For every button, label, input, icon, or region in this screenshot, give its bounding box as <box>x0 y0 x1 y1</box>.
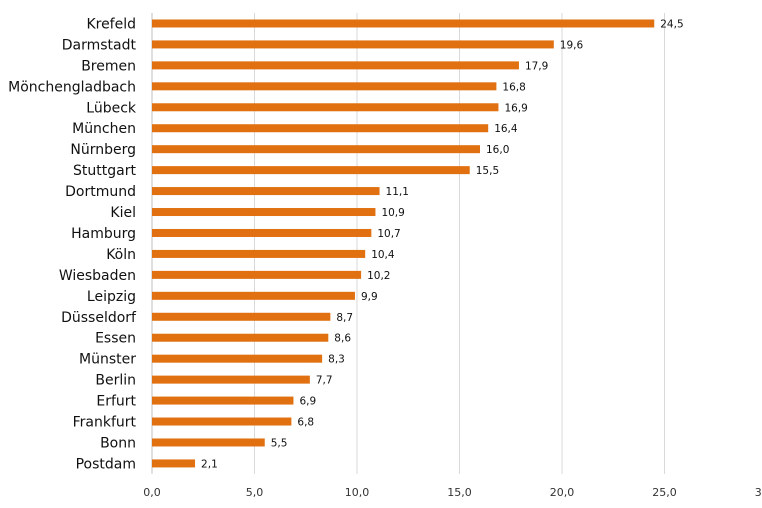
x-tick-label-0: 0,0 <box>143 486 161 499</box>
value-label-8: 11,1 <box>386 186 409 198</box>
bar-16 <box>152 354 323 363</box>
x-tick-label-5: 25,0 <box>652 486 677 499</box>
value-label-17: 7,7 <box>316 375 333 387</box>
value-label-0: 24,5 <box>660 18 683 30</box>
bar-4 <box>152 103 499 112</box>
value-label-4: 16,9 <box>504 102 527 114</box>
bar-7 <box>152 166 470 175</box>
bar-5 <box>152 124 489 133</box>
category-labels: Krefeld Darmstadt Bremen Mönchengladbach Lüb… <box>8 16 137 472</box>
bar-3 <box>152 82 497 91</box>
value-label-6: 16,0 <box>486 144 509 156</box>
bar-11 <box>152 249 366 258</box>
x-tick-label-1: 5,0 <box>246 486 264 499</box>
category-label-16: Münster <box>79 352 136 368</box>
value-label-18: 6,9 <box>299 396 316 408</box>
value-label-21: 2,1 <box>201 458 218 470</box>
value-label-1: 19,6 <box>560 39 584 51</box>
x-tick-label-3: 15,0 <box>447 486 472 499</box>
value-label-11: 10,4 <box>371 249 395 261</box>
bar-18 <box>152 396 294 405</box>
category-label-13: Leipzig <box>87 289 136 305</box>
bar-0 <box>152 19 655 28</box>
category-label-14: Düsseldorf <box>61 310 137 326</box>
value-label-7: 15,5 <box>476 165 499 177</box>
bars <box>152 19 655 468</box>
value-label-12: 10,2 <box>367 270 390 282</box>
x-tick-label-4: 20,0 <box>550 486 575 499</box>
bar-21 <box>152 459 196 468</box>
category-label-3: Mönchengladbach <box>8 79 136 95</box>
bar-9 <box>152 208 376 217</box>
category-label-5: München <box>72 121 136 137</box>
x-tick-label-2: 10,0 <box>345 486 370 499</box>
value-label-5: 16,4 <box>494 123 518 135</box>
value-label-2: 17,9 <box>525 60 548 72</box>
bar-1 <box>152 40 554 49</box>
bar-12 <box>152 270 362 279</box>
category-label-7: Stuttgart <box>73 163 136 179</box>
gridlines <box>151 13 665 474</box>
category-label-12: Wiesbaden <box>59 268 136 284</box>
category-label-0: Krefeld <box>86 16 136 32</box>
bar-15 <box>152 333 329 342</box>
category-label-8: Dortmund <box>65 184 136 200</box>
value-label-16: 8,3 <box>328 354 345 366</box>
value-label-9: 10,9 <box>381 207 404 219</box>
category-label-11: Köln <box>106 247 136 263</box>
category-label-15: Essen <box>95 331 136 347</box>
value-label-10: 10,7 <box>377 228 400 240</box>
bar-2 <box>152 61 519 70</box>
bar-10 <box>152 228 372 237</box>
value-label-13: 9,9 <box>361 291 378 303</box>
x-tick-label-6: 30,0 <box>755 486 762 499</box>
value-label-14: 8,7 <box>336 312 353 324</box>
category-label-1: Darmstadt <box>62 37 137 53</box>
category-label-2: Bremen <box>81 58 136 74</box>
category-label-19: Frankfurt <box>73 415 137 431</box>
value-label-20: 5,5 <box>271 437 288 449</box>
value-label-19: 6,8 <box>297 417 314 429</box>
category-label-18: Erfurt <box>96 394 136 410</box>
bar-19 <box>152 417 292 426</box>
bar-14 <box>152 312 331 321</box>
value-label-15: 8,6 <box>334 333 351 345</box>
category-label-9: Kiel <box>110 205 136 221</box>
bar-17 <box>152 375 310 384</box>
value-labels: 24,5 19,6 17,916,8 16,9 16,4 16,0 15,5 11,1 10,9… <box>201 18 684 470</box>
bar-20 <box>152 438 265 447</box>
bar-13 <box>152 291 355 300</box>
category-label-17: Berlin <box>95 373 136 389</box>
category-label-21: Postdam <box>76 456 136 472</box>
bar-8 <box>152 187 380 196</box>
category-label-20: Bonn <box>100 435 136 451</box>
category-label-4: Lübeck <box>86 100 137 116</box>
x-axis-tick-labels: 0,0 5,0 10,0 15,0 20,0 25,0 30,0 <box>143 486 762 499</box>
value-label-3: 16,8 <box>502 81 525 93</box>
bar-6 <box>152 145 480 154</box>
category-label-6: Nürnberg <box>70 142 136 158</box>
category-label-10: Hamburg <box>71 226 136 242</box>
